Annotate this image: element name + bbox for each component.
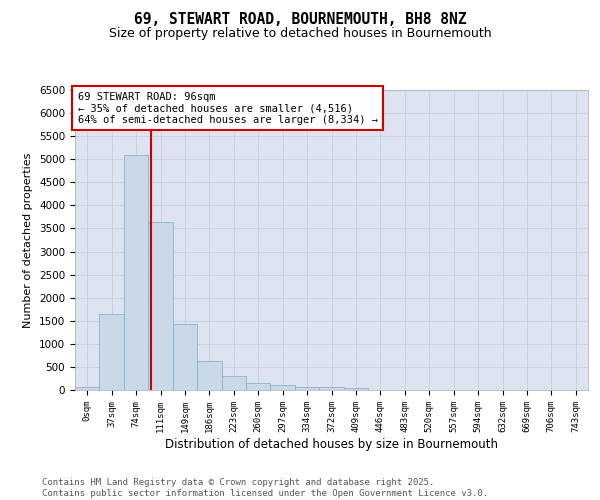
Bar (271, 386, 295, 390)
Bar (246, 383, 271, 390)
Bar (221, 376, 246, 390)
Bar (319, 388, 344, 390)
Text: 69, STEWART ROAD, BOURNEMOUTH, BH8 8NZ: 69, STEWART ROAD, BOURNEMOUTH, BH8 8NZ (134, 12, 466, 28)
Y-axis label: Number of detached properties: Number of detached properties (23, 152, 34, 328)
Text: 69 STEWART ROAD: 96sqm
← 35% of detached houses are smaller (4,516)
64% of semi-: 69 STEWART ROAD: 96sqm ← 35% of detached… (77, 92, 377, 124)
Bar (148, 222, 173, 390)
Bar (75, 386, 100, 390)
Text: Size of property relative to detached houses in Bournemouth: Size of property relative to detached ho… (109, 28, 491, 40)
Bar (173, 324, 197, 390)
Text: Contains HM Land Registry data © Crown copyright and database right 2025.
Contai: Contains HM Land Registry data © Crown c… (42, 478, 488, 498)
Bar (344, 388, 368, 390)
Bar (295, 386, 319, 390)
Bar (197, 362, 221, 390)
Bar (100, 314, 124, 390)
X-axis label: Distribution of detached houses by size in Bournemouth: Distribution of detached houses by size … (165, 438, 498, 450)
Bar (124, 154, 148, 390)
